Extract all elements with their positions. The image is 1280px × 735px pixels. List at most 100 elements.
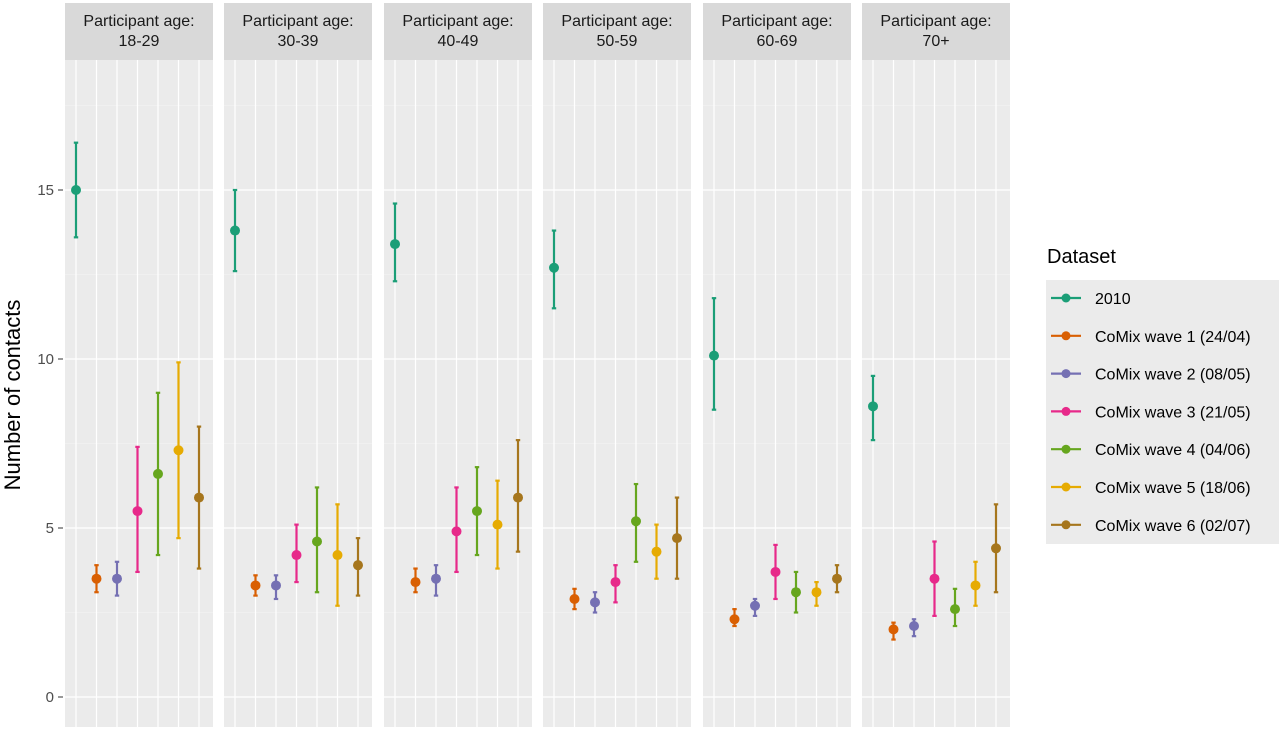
facet-strip-age: 30-39 <box>278 33 319 50</box>
legend-key-point <box>1061 444 1071 454</box>
legend-label: CoMix wave 2 (08/05) <box>1095 367 1251 384</box>
data-point <box>250 580 261 591</box>
legend-label: CoMix wave 1 (24/04) <box>1095 329 1251 346</box>
data-point <box>431 573 441 584</box>
data-point <box>153 468 163 479</box>
facet-panel: Participant age: 18-29 <box>65 3 213 727</box>
facet-strip-age: 60-69 <box>757 33 798 50</box>
facet-strip-label: Participant age: <box>83 13 194 30</box>
facet-panel: Participant age: 50-59 <box>543 3 691 727</box>
data-point <box>472 506 482 517</box>
y-axis: 0 5 10 15 <box>37 182 63 706</box>
facet-panel: Participant age: 60-69 <box>703 3 851 727</box>
legend-items: 2010 CoMix wave 1 (24/04) CoMix wave 2 (08… <box>1051 291 1251 535</box>
data-point <box>950 604 960 615</box>
data-point <box>791 587 801 598</box>
legend-label: 2010 <box>1095 291 1131 308</box>
panel-background <box>65 60 213 727</box>
legend-item: CoMix wave 4 (04/06) <box>1051 442 1251 459</box>
data-point <box>492 519 503 530</box>
facet-strip <box>862 3 1010 60</box>
facet-panel: Participant age: 40-49 <box>384 3 532 727</box>
data-point <box>194 492 204 503</box>
facet-strip <box>224 3 372 60</box>
facet-strip-age: 40-49 <box>438 33 479 50</box>
data-point <box>271 580 281 591</box>
facet-strip-label: Participant age: <box>242 13 353 30</box>
legend-item: CoMix wave 1 (24/04) <box>1051 329 1251 346</box>
data-point <box>332 550 343 561</box>
facet-strip <box>543 3 691 60</box>
data-point <box>909 621 919 632</box>
legend-item: CoMix wave 5 (18/06) <box>1051 480 1251 497</box>
panel-background <box>384 60 532 727</box>
data-point <box>91 573 102 584</box>
data-point <box>929 573 940 584</box>
data-point <box>132 506 143 517</box>
data-point <box>832 573 842 584</box>
legend-item: 2010 <box>1051 291 1131 308</box>
legend-key-point <box>1061 406 1071 416</box>
data-point <box>811 587 822 598</box>
data-point <box>71 185 81 195</box>
data-point <box>410 577 421 588</box>
data-point <box>750 600 760 611</box>
legend: Dataset 2010 CoMix wave 1 (24/04) CoMix wa… <box>1046 246 1279 544</box>
facet-panel: Participant age: 70+ <box>862 3 1010 727</box>
y-tick-label: 0 <box>46 689 54 706</box>
data-point <box>230 225 240 236</box>
data-point <box>991 543 1001 554</box>
data-point <box>549 262 559 273</box>
data-point <box>888 624 899 635</box>
legend-key-point <box>1061 331 1071 341</box>
data-point <box>970 580 981 591</box>
legend-item: CoMix wave 6 (02/07) <box>1051 518 1251 535</box>
panel-background <box>543 60 691 727</box>
data-point <box>590 597 600 608</box>
facet-strip-age: 18-29 <box>119 33 160 50</box>
data-point <box>709 350 719 361</box>
data-point <box>513 492 523 503</box>
data-point <box>569 593 580 604</box>
facets-layer: Participant age: 18-29 Participant age: 30-… <box>65 3 1010 727</box>
data-point <box>390 239 400 250</box>
data-point <box>451 526 462 537</box>
data-point <box>651 546 662 557</box>
panel-background <box>862 60 1010 727</box>
data-point <box>112 573 122 584</box>
y-tick-label: 5 <box>46 520 54 537</box>
data-point <box>312 536 322 547</box>
legend-label: CoMix wave 6 (02/07) <box>1095 518 1251 535</box>
facet-strip <box>65 3 213 60</box>
legend-item: CoMix wave 3 (21/05) <box>1051 404 1251 421</box>
legend-title: Dataset <box>1047 246 1116 268</box>
y-tick-label: 15 <box>37 182 54 199</box>
facet-strip <box>384 3 532 60</box>
legend-key-point <box>1061 482 1071 492</box>
data-point <box>610 577 621 588</box>
panel-background <box>703 60 851 727</box>
legend-background <box>1046 280 1279 544</box>
legend-label: CoMix wave 4 (04/06) <box>1095 442 1251 459</box>
data-point <box>729 614 740 625</box>
legend-key-point <box>1061 369 1071 379</box>
legend-key-point <box>1061 293 1071 303</box>
data-point <box>631 516 641 527</box>
y-tick-label: 10 <box>37 351 54 368</box>
data-point <box>291 550 302 561</box>
data-point <box>353 560 363 571</box>
legend-item: CoMix wave 2 (08/05) <box>1051 367 1251 384</box>
facet-strip-label: Participant age: <box>721 13 832 30</box>
facet-strip <box>703 3 851 60</box>
legend-key-point <box>1061 520 1071 530</box>
data-point <box>672 533 682 544</box>
facet-panel: Participant age: 30-39 <box>224 3 372 727</box>
facet-strip-label: Participant age: <box>561 13 672 30</box>
facet-strip-age: 70+ <box>922 33 949 50</box>
data-point <box>770 566 781 577</box>
panel-background <box>224 60 372 727</box>
facet-strip-label: Participant age: <box>402 13 513 30</box>
legend-label: CoMix wave 3 (21/05) <box>1095 404 1251 421</box>
